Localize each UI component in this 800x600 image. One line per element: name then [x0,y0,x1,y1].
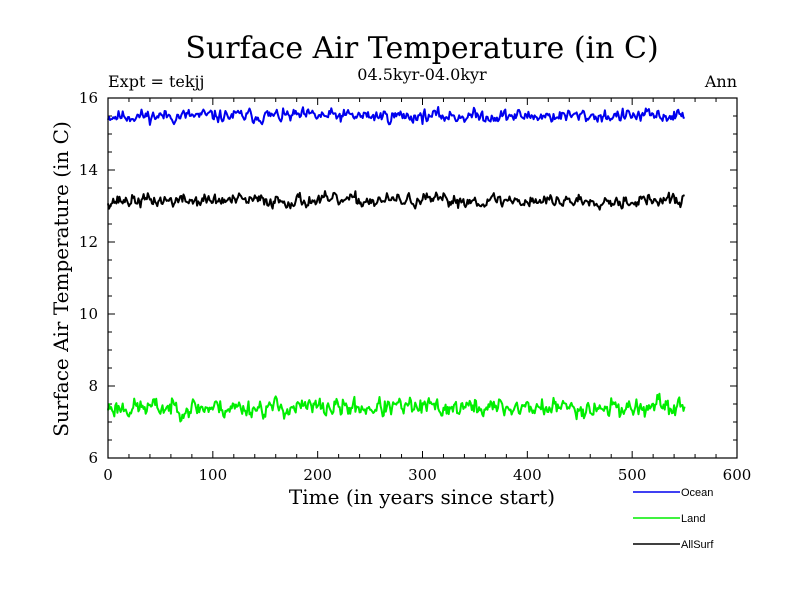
y-tick-label: 12 [79,233,98,251]
legend-label-allsurf: AllSurf [681,539,714,551]
x-tick-label: 0 [103,466,113,484]
season-label: Ann [704,72,737,91]
x-tick-label: 400 [513,466,542,484]
series-line-ocean [107,106,685,126]
x-tick-label: 600 [723,466,752,484]
chart-title: Surface Air Temperature (in C) [185,31,658,66]
x-tick-label: 100 [199,466,228,484]
y-axis-label: Surface Air Temperature (in C) [49,121,73,437]
y-tick-label: 6 [88,449,98,467]
plot-frame [107,97,738,459]
x-tick-label: 200 [303,466,332,484]
series-lines [107,106,686,423]
chart-subtitle: 04.5kyr-04.0kyr [357,65,487,84]
legend: Ocean Land AllSurf [633,487,714,551]
y-tick-label: 14 [79,161,98,179]
x-tick-label: 300 [408,466,437,484]
series-line-land [107,392,686,423]
x-axis-label: Time (in years since start) [289,485,555,509]
experiment-label: Expt = tekjj [108,72,204,91]
y-tick-label: 8 [88,377,98,395]
y-tick-label: 10 [79,305,98,323]
legend-label-ocean: Ocean [681,487,713,499]
x-tick-label: 500 [618,466,647,484]
axis-ticks: 0 100 200 300 400 500 600 6 8 10 12 14 16 [79,89,751,484]
y-tick-label: 16 [79,89,98,107]
series-line-allsurf [107,190,685,211]
legend-label-land: Land [681,513,705,525]
